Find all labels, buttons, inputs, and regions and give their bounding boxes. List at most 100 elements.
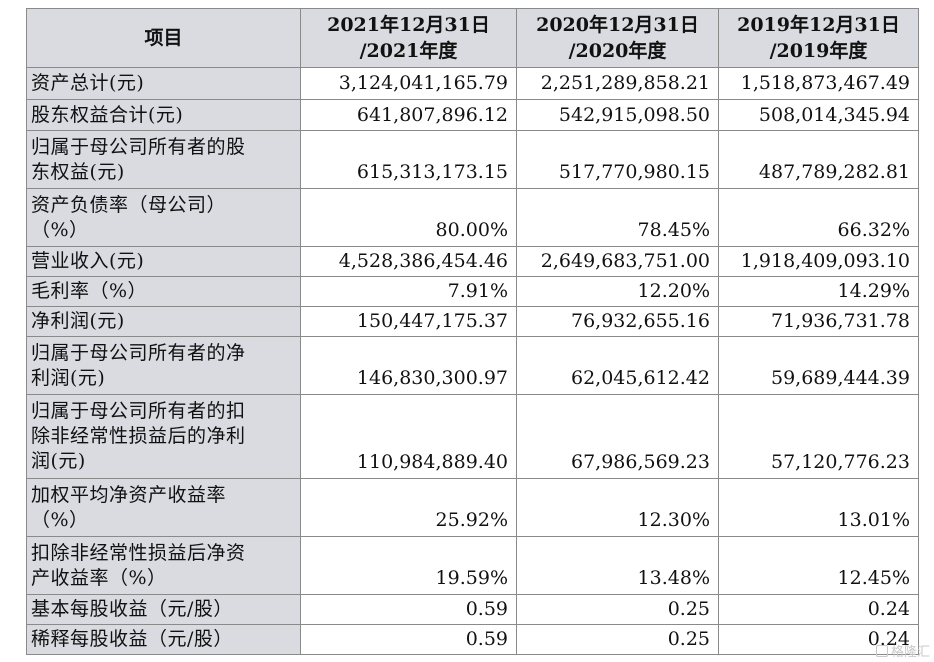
row-label: 资产总计(元) [26,67,301,100]
table-row: 资产总计(元) 3,124,041,165.79 2,251,289,858.21 1… [26,67,919,100]
table-row: 归属于母公司所有者的扣 除非经常性损益后的净利 润(元) 110,984,889.40… [26,394,919,479]
cell-value-1: 150,447,175.37 [300,306,517,337]
header-line: 2021年12月31日 [327,14,490,36]
header-period-1: 2021年12月31日/2021年度 [300,8,517,68]
cell-value-2: 0.25 [516,594,719,625]
watermark-text: 格隆汇 [890,645,930,660]
cell-value-3: 66.32% [718,188,919,247]
cell-value-3: 12.45% [718,536,919,595]
row-label-line: 资产总计(元) [31,72,145,94]
header-period-2: 2020年12月31日/2020年度 [516,8,719,68]
header-period-3: 2019年12月31日/2019年度 [718,8,919,68]
row-label: 归属于母公司所有者的扣 除非经常性损益后的净利 润(元) [26,394,301,479]
row-label: 股东权益合计(元) [26,99,301,131]
row-label-line: 产收益率（%） [31,566,167,589]
table-row: 资产负债率（母公司） （%） 80.00% 78.45% 66.32% [26,188,919,247]
cell-value-3: 14.29% [718,276,919,307]
header-line: 2019年12月31日 [737,14,900,36]
financial-summary-table: 项目 2021年12月31日/2021年度 2020年12月31日/2020年度 20… [26,8,919,655]
cell-value-3: 59,689,444.39 [718,336,919,395]
cell-value-2: 67,986,569.23 [516,394,719,479]
header-line: 2020年12月31日 [536,14,699,36]
cell-value-1: 4,528,386,454.46 [300,246,517,277]
row-label-line: 基本每股收益（元/股） [31,598,233,620]
cell-value-2: 0.25 [516,624,719,655]
table-row: 基本每股收益（元/股） 0.59 0.25 0.24 [26,594,919,625]
header-line: /2020年度 [568,40,667,62]
table-row: 加权平均净资产收益率 （%） 25.92% 12.30% 13.01% [26,478,919,537]
cell-value-2: 542,915,098.50 [516,99,719,131]
cell-value-1: 25.92% [300,478,517,537]
row-label-line: 利润(元) [31,366,106,389]
table-row: 稀释每股收益（元/股） 0.59 0.25 0.24 [26,624,919,655]
cell-value-1: 3,124,041,165.79 [300,67,517,100]
cell-value-3: 0.24 [718,594,919,625]
header-line: /2021年度 [359,40,458,62]
cell-value-3: 487,789,282.81 [718,130,919,189]
logo-mark-icon [875,644,888,657]
table-row: 扣除非经常性损益后净资 产收益率（%） 19.59% 13.48% 12.45% [26,536,919,595]
row-label-line: （%） [31,218,89,241]
table-row: 净利润(元) 150,447,175.37 76,932,655.16 71,936,… [26,306,919,337]
row-label: 扣除非经常性损益后净资 产收益率（%） [26,536,301,595]
cell-value-2: 2,251,289,858.21 [516,67,719,100]
cell-value-1: 80.00% [300,188,517,247]
header-item: 项目 [26,8,301,68]
cell-value-2: 13.48% [516,536,719,595]
cell-value-1: 0.59 [300,594,517,625]
row-label-line: 毛利率（%） [31,280,148,302]
row-label-line: 营业收入(元) [31,250,145,272]
row-label-line: 除非经常性损益后的净利 [31,425,246,447]
cell-value-2: 2,649,683,751.00 [516,246,719,277]
row-label-line: 润(元) [31,450,86,472]
cell-value-2: 12.30% [516,478,719,537]
cell-value-3: 508,014,345.94 [718,99,919,131]
table-row: 归属于母公司所有者的股 东权益(元) 615,313,173.15 517,770,9… [26,130,919,189]
row-label: 营业收入(元) [26,246,301,277]
cell-value-3: 71,936,731.78 [718,306,919,337]
table-row: 营业收入(元) 4,528,386,454.46 2,649,683,751.00 1… [26,246,919,277]
cell-value-3: 0.24 [718,624,919,655]
row-label-line: 净利润(元) [31,310,125,332]
row-label-line: 东权益(元) [31,160,125,183]
row-label: 加权平均净资产收益率 （%） [26,478,301,537]
table-row: 股东权益合计(元) 641,807,896.12 542,915,098.50 508… [26,99,919,131]
row-label-line: 归属于母公司所有者的股 [31,135,246,158]
row-label: 毛利率（%） [26,276,301,307]
row-label-line: （%） [31,508,89,531]
row-label-line: 归属于母公司所有者的净 [31,341,246,364]
cell-value-2: 12.20% [516,276,719,307]
table-row: 归属于母公司所有者的净 利润(元) 146,830,300.97 62,045,612… [26,336,919,395]
cell-value-3: 57,120,776.23 [718,394,919,479]
header-line: 项目 [144,27,183,49]
cell-value-1: 641,807,896.12 [300,99,517,131]
cell-value-1: 110,984,889.40 [300,394,517,479]
cell-value-1: 0.59 [300,624,517,655]
cell-value-3: 13.01% [718,478,919,537]
table-body: 资产总计(元) 3,124,041,165.79 2,251,289,858.21 1… [26,67,919,655]
cell-value-3: 1,918,409,093.10 [718,246,919,277]
watermark: 格隆汇 [875,641,930,660]
row-label: 归属于母公司所有者的净 利润(元) [26,336,301,395]
table-header-row: 项目 2021年12月31日/2021年度 2020年12月31日/2020年度 20… [26,8,919,68]
row-label: 稀释每股收益（元/股） [26,624,301,655]
row-label-line: 股东权益合计(元) [31,103,184,126]
cell-value-2: 76,932,655.16 [516,306,719,337]
cell-value-1: 19.59% [300,536,517,595]
cell-value-2: 62,045,612.42 [516,336,719,395]
cell-value-1: 7.91% [300,276,517,307]
row-label: 资产负债率（母公司） （%） [26,188,301,247]
cell-value-2: 517,770,980.15 [516,130,719,189]
header-line: /2019年度 [769,40,868,62]
row-label: 归属于母公司所有者的股 东权益(元) [26,130,301,189]
row-label-line: 归属于母公司所有者的扣 [31,400,246,422]
row-label-line: 资产负债率（母公司） [31,193,227,216]
row-label: 净利润(元) [26,306,301,337]
table-row: 毛利率（%） 7.91% 12.20% 14.29% [26,276,919,307]
cell-value-1: 146,830,300.97 [300,336,517,395]
cell-value-3: 1,518,873,467.49 [718,67,919,100]
cell-value-1: 615,313,173.15 [300,130,517,189]
row-label-line: 加权平均净资产收益率 [31,483,227,506]
row-label: 基本每股收益（元/股） [26,594,301,625]
cell-value-2: 78.45% [516,188,719,247]
